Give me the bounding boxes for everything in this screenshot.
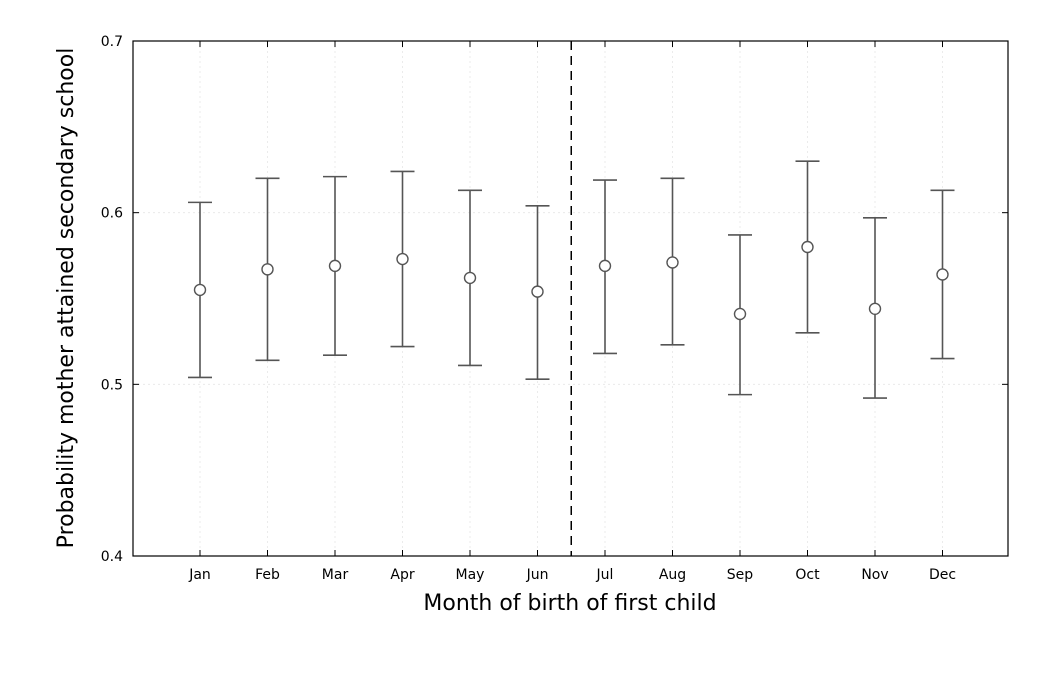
axis-ticks (133, 40, 1008, 557)
data-point (531, 285, 544, 298)
x-tick-label: Mar (322, 567, 349, 583)
y-tick-label: 0.5 (101, 377, 123, 393)
x-tick-label: Nov (861, 567, 888, 583)
y-tick-label: 0.7 (101, 34, 123, 50)
y-axis-title: Probability mother attained secondary sc… (54, 48, 79, 549)
x-tick-label: Jun (526, 567, 549, 583)
x-tick-label: Feb (255, 567, 280, 583)
data-point (328, 259, 342, 273)
x-tick-label: Sep (727, 567, 754, 583)
x-tick-label: Jan (188, 567, 211, 583)
data-point (396, 252, 409, 266)
x-tick-label: May (456, 567, 485, 583)
data-point (598, 259, 612, 273)
y-tick-label: 0.4 (101, 549, 123, 565)
data-marks (188, 160, 955, 399)
x-tick-label: Apr (390, 567, 414, 583)
x-tick-label: Jul (596, 567, 614, 583)
data-point (193, 283, 207, 297)
data-point (936, 268, 949, 281)
data-point (261, 263, 274, 276)
x-tick-labels: Jan Feb Mar Apr May Jun Jul Aug Sep Oct Nov Dec (188, 567, 956, 583)
data-point (801, 240, 814, 254)
x-tick-label: Aug (659, 567, 686, 583)
y-tick-label: 0.6 (101, 206, 123, 222)
data-point (868, 302, 882, 315)
data-point (733, 307, 747, 321)
x-axis-title: Month of birth of first child (423, 591, 716, 616)
x-tick-label: Dec (929, 567, 956, 583)
x-tick-label: Oct (795, 567, 820, 583)
data-point (666, 256, 679, 269)
data-point (463, 271, 477, 285)
y-tick-labels: 0.4 0.5 0.6 0.7 (101, 34, 123, 565)
